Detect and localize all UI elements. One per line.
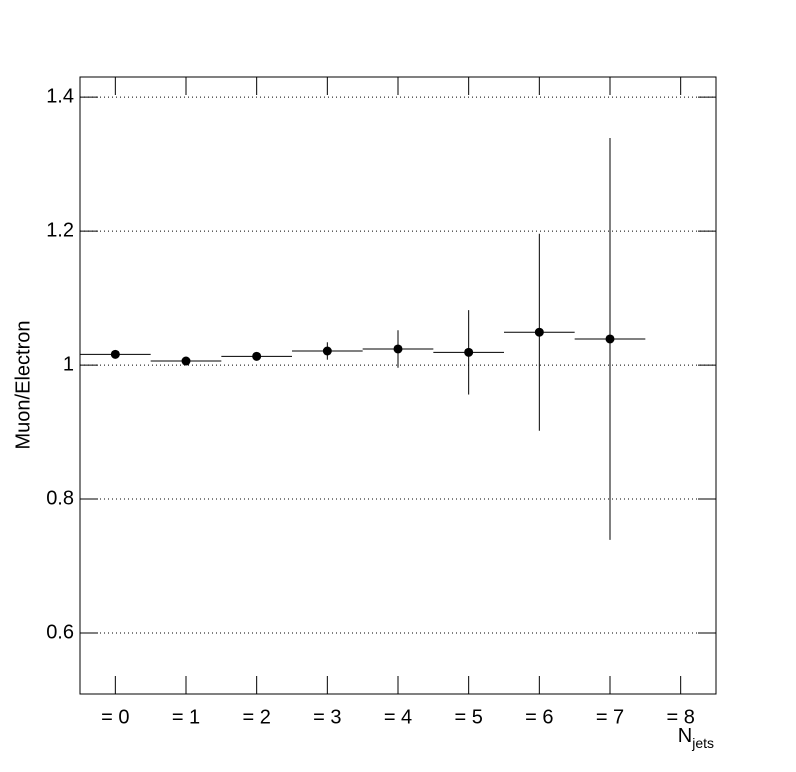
x-axis-label-main: N [678,725,692,747]
x-tick-label: = 5 [454,706,482,728]
y-tick-label: 0.6 [46,621,74,643]
data-point [534,327,544,337]
x-axis-label: Njets [678,725,714,750]
plot-frame [79,76,717,695]
x-tick-label: = 7 [596,706,624,728]
y-tick-label: 1.2 [46,219,74,241]
data-point [252,351,262,361]
x-tick-label: = 8 [666,706,694,728]
data-point [322,346,332,356]
data-point [393,344,403,354]
x-tick-label: = 0 [101,706,129,728]
x-tick-label: = 2 [242,706,270,728]
data-point [110,349,120,359]
x-tick-label: = 1 [172,706,200,728]
y-tick-label: 1 [63,353,74,375]
y-tick-label: 0.8 [46,487,74,509]
x-tick-label: = 3 [313,706,341,728]
x-tick-label: = 4 [384,706,412,728]
data-point [605,334,615,344]
y-axis-label: Muon/Electron [12,321,34,450]
x-axis-label-sub: jets [691,735,714,751]
x-tick-label: = 6 [525,706,553,728]
data-point [464,347,474,357]
y-tick-label: 1.4 [46,85,74,107]
data-point [181,356,191,366]
